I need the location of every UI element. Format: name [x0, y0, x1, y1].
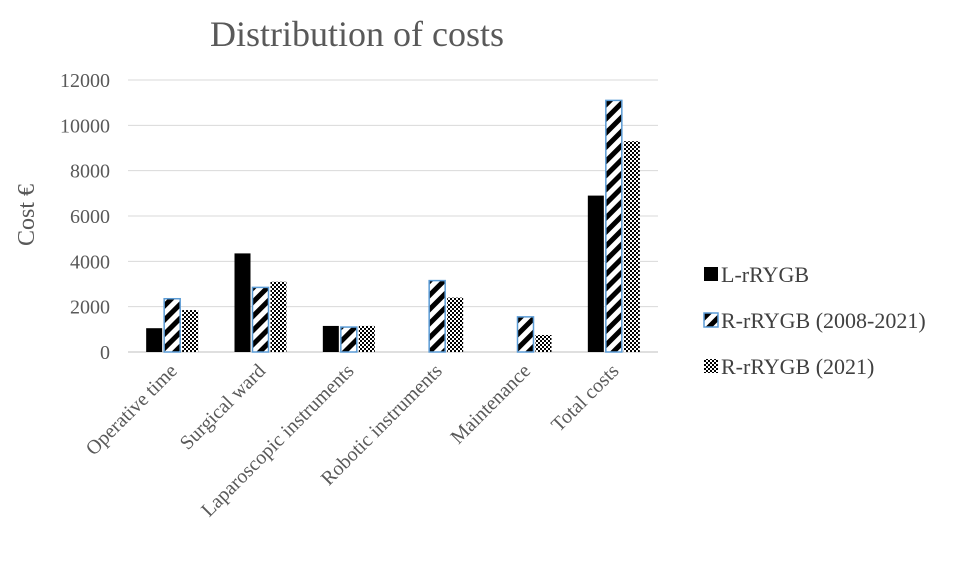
x-tick-label: Maintenance [446, 360, 535, 449]
y-axis-label: Cost € [14, 184, 40, 246]
x-tick-label: Total costs [547, 360, 623, 436]
bar-r-rrygb-2021-maintenance [535, 335, 552, 352]
bar-l-rrygb-surgical-ward [234, 253, 251, 352]
y-tick-label: 4000 [70, 251, 110, 273]
y-tick-label: 6000 [70, 206, 110, 228]
y-tick-label: 8000 [70, 161, 110, 183]
legend-swatch-r-rrygb-2021 [704, 359, 718, 373]
bar-r-rrygb-2021-laparoscopic-instruments [358, 325, 375, 352]
bars [146, 99, 640, 353]
y-tick-label: 10000 [60, 115, 110, 137]
bar-r-rrygb-2021-surgical-ward [270, 281, 287, 352]
bar-r-rrygb-2008-2021-laparoscopic-instruments [340, 326, 358, 353]
y-tick-label: 0 [100, 342, 110, 364]
y-axis-ticks: 0 2000 4000 6000 8000 10000 12000 [60, 70, 110, 364]
legend-label: L-rRYGB [721, 262, 809, 287]
bar-l-rrygb-operative-time [146, 328, 163, 352]
legend: L-rRYGB R-rRYGB (2008-2021) R-rRYGB (2021) [703, 262, 926, 379]
legend-label: R-rRYGB (2008-2021) [721, 308, 926, 333]
bar-r-rrygb-2008-2021-total-costs [605, 99, 623, 353]
bar-r-rrygb-2008-2021-surgical-ward [251, 286, 270, 353]
y-tick-label: 2000 [70, 297, 110, 319]
legend-swatch-l-rrygb [704, 267, 718, 281]
bar-r-rrygb-2021-total-costs [623, 141, 640, 352]
legend-label: R-rRYGB (2021) [721, 354, 874, 379]
bar-l-rrygb-laparoscopic-instruments [322, 325, 339, 352]
x-tick-label: Operative time [82, 360, 182, 460]
bar-r-rrygb-2021-operative-time [182, 310, 199, 352]
x-tick-label: Laparoscopic instruments [197, 360, 358, 521]
bar-r-rrygb-2008-2021-maintenance [516, 316, 535, 353]
bar-r-rrygb-2021-robotic-instruments [447, 297, 464, 352]
x-tick-label: Surgical ward [176, 360, 270, 454]
legend-swatch-r-rrygb-2008-2021 [703, 312, 719, 328]
chart-title: Distribution of costs [210, 14, 504, 54]
y-tick-label: 12000 [60, 70, 110, 92]
bar-r-rrygb-2008-2021-robotic-instruments [428, 279, 446, 353]
gridlines [128, 79, 658, 353]
bar-r-rrygb-2008-2021-operative-time [163, 297, 181, 353]
bar-l-rrygb-total-costs [587, 195, 604, 352]
